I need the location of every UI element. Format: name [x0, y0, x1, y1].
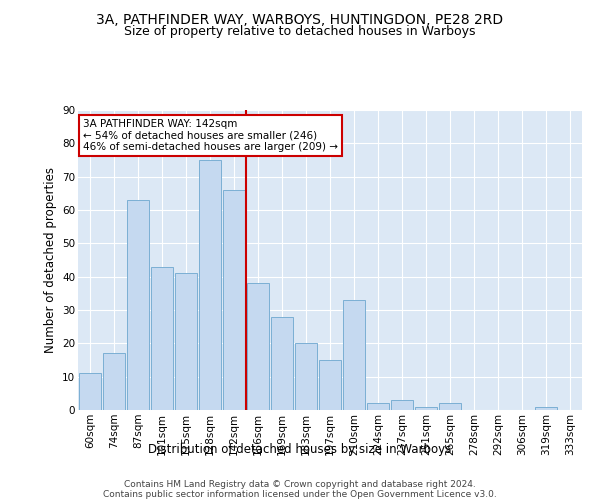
Bar: [79, 374, 101, 410]
Bar: [343, 300, 365, 410]
Bar: [247, 284, 269, 410]
Bar: [223, 190, 245, 410]
Bar: [151, 266, 173, 410]
Text: Contains HM Land Registry data © Crown copyright and database right 2024.
Contai: Contains HM Land Registry data © Crown c…: [103, 480, 497, 500]
Text: Size of property relative to detached houses in Warboys: Size of property relative to detached ho…: [124, 25, 476, 38]
Bar: [535, 406, 557, 410]
Bar: [367, 404, 389, 410]
Bar: [103, 354, 125, 410]
Bar: [391, 400, 413, 410]
Bar: [319, 360, 341, 410]
Bar: [199, 160, 221, 410]
Text: 3A PATHFINDER WAY: 142sqm
← 54% of detached houses are smaller (246)
46% of semi: 3A PATHFINDER WAY: 142sqm ← 54% of detac…: [83, 119, 338, 152]
Bar: [439, 404, 461, 410]
Bar: [175, 274, 197, 410]
Y-axis label: Number of detached properties: Number of detached properties: [44, 167, 56, 353]
Bar: [127, 200, 149, 410]
Bar: [271, 316, 293, 410]
Text: Distribution of detached houses by size in Warboys: Distribution of detached houses by size …: [148, 442, 452, 456]
Text: 3A, PATHFINDER WAY, WARBOYS, HUNTINGDON, PE28 2RD: 3A, PATHFINDER WAY, WARBOYS, HUNTINGDON,…: [97, 12, 503, 26]
Bar: [295, 344, 317, 410]
Bar: [415, 406, 437, 410]
